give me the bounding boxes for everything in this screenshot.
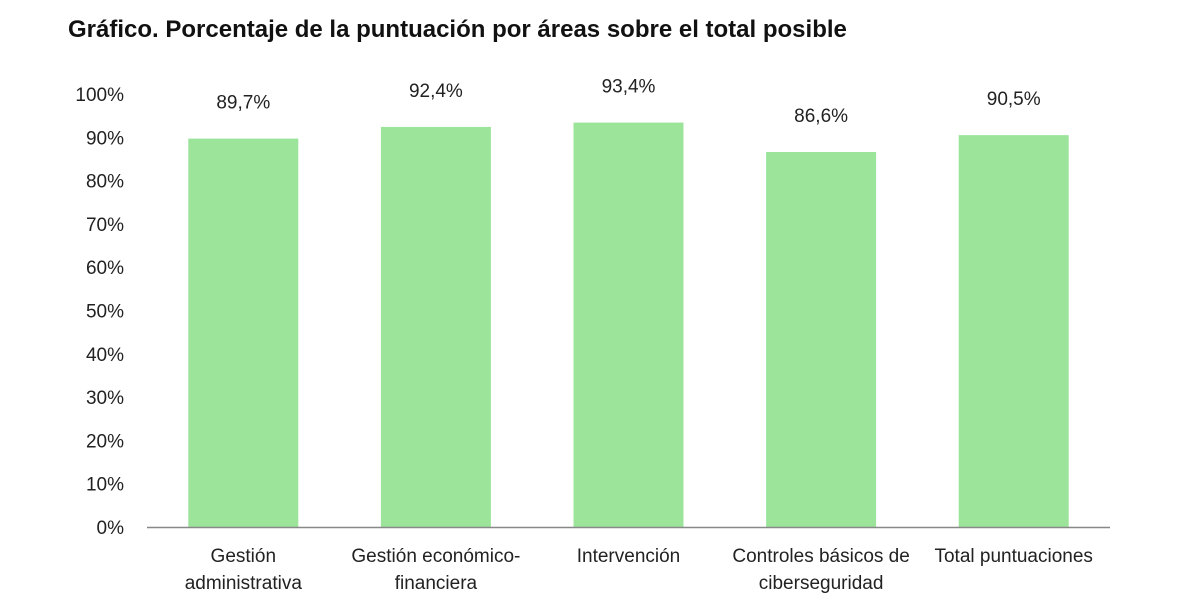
category-label: Intervención [577, 546, 681, 567]
y-tick-label: 50% [86, 302, 124, 323]
category-labels-group: Gestión administrativa Gestión económico-f… [185, 546, 1093, 594]
chart-title: Gráfico. Porcentaje de la puntuación por… [68, 16, 847, 43]
data-label: 89,7% [216, 93, 270, 114]
bar [958, 135, 1069, 527]
category-label: administrativa [185, 573, 303, 594]
y-tick-label: 40% [86, 345, 124, 366]
category-label: Gestión económico- [351, 546, 520, 567]
category-label: Gestión [211, 546, 276, 567]
data-label: 90,5% [987, 89, 1041, 110]
y-tick-label: 100% [75, 85, 124, 106]
y-tick-label: 60% [86, 258, 124, 279]
y-tick-label: 90% [86, 128, 124, 149]
data-labels-group: 89,7% 92,4% 93,4% 86,6% 90,5% [216, 77, 1040, 127]
category-label: ciberseguridad [759, 573, 884, 594]
data-label: 92,4% [409, 81, 463, 102]
bar [573, 122, 684, 527]
y-tick-label: 30% [86, 388, 124, 409]
bar [380, 126, 491, 528]
category-label: Total puntuaciones [934, 546, 1092, 567]
category-label: Controles básicos de [732, 546, 909, 567]
data-label: 86,6% [794, 106, 848, 127]
bars-group [188, 122, 1069, 528]
y-tick-label: 20% [86, 431, 124, 452]
y-tick-label: 10% [86, 475, 124, 496]
y-axis-ticks: 0% 10% 20% 30% 40% 50% 60% 70% 80% 90% 100% [75, 85, 124, 539]
bar [188, 138, 299, 527]
y-tick-label: 80% [86, 172, 124, 193]
y-tick-label: 70% [86, 215, 124, 236]
category-label: financiera [395, 573, 478, 594]
data-label: 93,4% [602, 77, 656, 98]
y-tick-label: 0% [97, 518, 125, 539]
bar [766, 152, 877, 527]
